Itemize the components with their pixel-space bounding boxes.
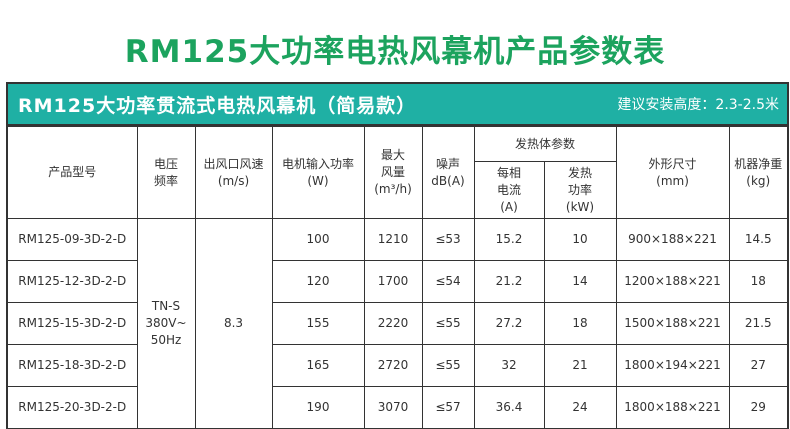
- table-row: RM125-20-3D-2-D 190 3070 ≤57 36.4 24 1800×188×…: [8, 386, 788, 429]
- cell-airflow: 2720: [363, 344, 423, 387]
- header-power: 电机输入功率 (W): [271, 126, 365, 219]
- cell-size: 1800×194×221: [615, 344, 730, 387]
- header-model: 产品型号: [8, 126, 138, 219]
- header-heater: 发热体参数: [473, 126, 617, 162]
- cell-weight: 14.5: [728, 218, 788, 261]
- cell-power: 155: [271, 302, 365, 345]
- cell-airflow: 3070: [363, 386, 423, 429]
- header-voltage: 电压 频率: [136, 126, 196, 219]
- header-weight: 机器净重 (kg): [728, 126, 788, 219]
- table-row: RM125-15-3D-2-D 155 2220 ≤55 27.2 18 1500×188×…: [8, 302, 788, 345]
- cell-current: 36.4: [473, 386, 545, 429]
- header-noise: 噪声 dB(A): [421, 126, 475, 219]
- cell-power: 190: [271, 386, 365, 429]
- cell-airflow: 1700: [363, 260, 423, 303]
- cell-current: 32: [473, 344, 545, 387]
- header-airflow: 最大 风量 (m³/h): [363, 126, 423, 219]
- header-current: 每相 电流 (A): [474, 161, 545, 219]
- cell-size: 1200×188×221: [615, 260, 730, 303]
- cell-weight: 21.5: [728, 302, 788, 345]
- cell-model: RM125-20-3D-2-D: [8, 386, 138, 429]
- cell-noise: ≤57: [421, 386, 475, 429]
- cell-airflow: 2220: [363, 302, 423, 345]
- cell-size: 900×188×221: [615, 218, 730, 261]
- cell-airflow: 1210: [363, 218, 423, 261]
- cell-current: 27.2: [473, 302, 545, 345]
- cell-size: 1800×188×221: [615, 386, 730, 429]
- cell-current: 15.2: [473, 218, 545, 261]
- page-title: RM125大功率电热风幕机产品参数表: [124, 34, 666, 70]
- header-speed: 出风口风速 (m/s): [194, 126, 273, 219]
- table-header-bar: RM125大功率贯流式电热风幕机（简易款） 建议安装高度：2.3-2.5米: [8, 84, 787, 126]
- cell-weight: 27: [728, 344, 788, 387]
- install-height: 建议安装高度：2.3-2.5米: [617, 97, 779, 113]
- cell-noise: ≤55: [421, 344, 475, 387]
- header-heat-power: 发热 功率 (kW): [543, 161, 617, 219]
- table-title: RM125大功率贯流式电热风幕机（简易款）: [18, 94, 417, 117]
- cell-model: RM125-18-3D-2-D: [8, 344, 138, 387]
- cell-power: 100: [271, 218, 365, 261]
- cell-noise: ≤55: [421, 302, 475, 345]
- cell-heat-power: 18: [543, 302, 617, 345]
- cell-speed: 8.3: [194, 218, 273, 429]
- cell-current: 21.2: [473, 260, 545, 303]
- cell-power: 120: [271, 260, 365, 303]
- cell-heat-power: 10: [543, 218, 617, 261]
- spec-table: RM125大功率贯流式电热风幕机（简易款） 建议安装高度：2.3-2.5米 产品…: [6, 82, 789, 429]
- header-size: 外形尺寸 (mm): [615, 126, 730, 219]
- cell-model: RM125-15-3D-2-D: [8, 302, 138, 345]
- table-row: RM125-09-3D-2-D TN-S 380V~ 50Hz 8.3 100 1210…: [8, 218, 788, 429]
- cell-model: RM125-12-3D-2-D: [8, 260, 138, 303]
- cell-noise: ≤54: [421, 260, 475, 303]
- cell-heat-power: 21: [543, 344, 617, 387]
- cell-size: 1500×188×221: [615, 302, 730, 345]
- table-row: RM125-18-3D-2-D 165 2720 ≤55 32 21 1800×194×22…: [8, 344, 788, 387]
- table-row: RM125-12-3D-2-D 120 1700 ≤54 21.2 14 1200×188×…: [8, 260, 788, 303]
- cell-model: RM125-09-3D-2-D: [8, 218, 138, 261]
- cell-heat-power: 14: [543, 260, 617, 303]
- cell-weight: 29: [728, 386, 788, 429]
- cell-power: 165: [271, 344, 365, 387]
- cell-heat-power: 24: [543, 386, 617, 429]
- cell-weight: 18: [728, 260, 788, 303]
- cell-noise: ≤53: [421, 218, 475, 261]
- cell-voltage: TN-S 380V~ 50Hz: [136, 218, 196, 429]
